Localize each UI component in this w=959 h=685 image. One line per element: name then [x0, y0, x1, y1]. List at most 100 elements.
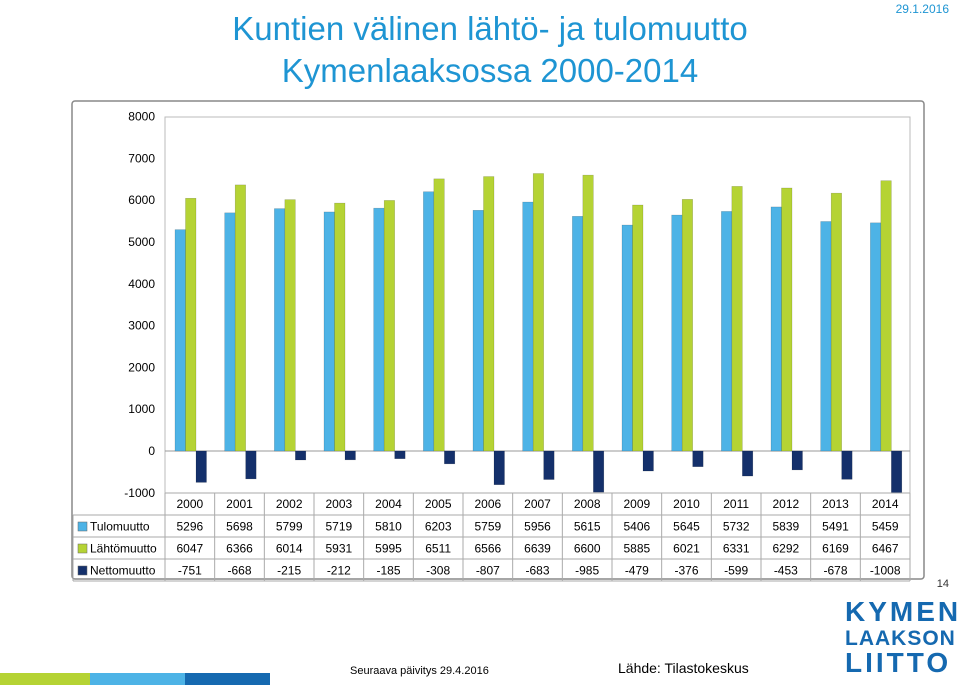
x-tick-label: 2011 [723, 497, 749, 511]
bar-lahtomuutto [334, 202, 346, 452]
data-label: 6331 [723, 542, 750, 556]
legend-swatch [77, 521, 88, 532]
bar-tulomuutto [572, 216, 584, 452]
x-tick-label: 2005 [425, 497, 452, 511]
data-label: 6566 [474, 542, 501, 556]
bar-lahtomuutto [284, 199, 296, 452]
stripe-darkblue [185, 673, 270, 685]
y-tick-label: 2000 [128, 360, 155, 374]
y-tick-label: 6000 [128, 193, 155, 207]
bar-chart: 8000 7000 6000 5000 4000 3000 2000 1000 0 -1000 2… [71, 100, 925, 582]
title-line-1: Kuntien välinen lähtö- ja tulomuutto [232, 10, 748, 47]
bar-nettomuutto [543, 450, 555, 480]
stripe-green [0, 673, 90, 685]
bar-lahtomuutto [830, 192, 842, 452]
bar-tulomuutto [423, 191, 435, 452]
x-tick-label: 2014 [872, 497, 899, 511]
bar-nettomuutto [692, 450, 704, 467]
data-label: 6366 [226, 542, 253, 556]
page-number: 14 [936, 578, 949, 590]
y-tick-label: 7000 [128, 151, 155, 165]
data-label: 5615 [574, 520, 601, 534]
bar-nettomuutto [593, 450, 605, 493]
legend-label: Tulomuutto [90, 520, 150, 534]
data-label: 5698 [226, 520, 253, 534]
x-tick-label: 2001 [226, 497, 253, 511]
x-tick-label: 2009 [623, 497, 650, 511]
logo-line-2: LAAKSON [845, 627, 956, 650]
y-tick-label: 8000 [128, 110, 155, 124]
data-label: -751 [178, 564, 202, 578]
bar-nettomuutto [195, 450, 207, 483]
x-tick-label: 2010 [673, 497, 700, 511]
data-label: 5995 [375, 542, 402, 556]
data-label: -678 [823, 564, 847, 578]
bar-nettomuutto [841, 450, 853, 480]
bar-lahtomuutto [185, 197, 197, 452]
data-label: 5719 [325, 520, 352, 534]
y-tick-label: 4000 [128, 277, 155, 291]
bar-lahtomuutto [433, 178, 445, 452]
y-tick-label: 3000 [128, 319, 155, 333]
data-label: -376 [674, 564, 698, 578]
bar-nettomuutto [642, 450, 654, 472]
next-update-text: Seuraava päivitys 29.4.2016 [350, 665, 489, 677]
bar-tulomuutto [820, 221, 832, 452]
logo-line-3: LIITTO [845, 647, 952, 678]
bar-tulomuutto [472, 210, 484, 452]
bar-lahtomuutto [234, 184, 246, 452]
bar-tulomuutto [323, 211, 335, 452]
bar-lahtomuutto [632, 204, 644, 452]
legend-label: Nettomuutto [90, 564, 156, 578]
bar-nettomuutto [394, 450, 406, 459]
y-tick-label: 0 [148, 444, 155, 458]
x-tick-label: 2000 [176, 497, 203, 511]
data-label: 5732 [723, 520, 750, 534]
x-tick-label: 2004 [375, 497, 402, 511]
footer-stripe [0, 673, 270, 685]
data-label: -807 [476, 564, 500, 578]
data-label: 6511 [425, 542, 451, 556]
bar-tulomuutto [770, 206, 782, 452]
bar-lahtomuutto [532, 173, 544, 452]
bar-tulomuutto [522, 201, 534, 452]
data-label: 6021 [673, 542, 700, 556]
x-tick-label: 2008 [574, 497, 601, 511]
data-label: 5459 [872, 520, 899, 534]
x-tick-label: 2006 [474, 497, 501, 511]
data-label: 6292 [772, 542, 799, 556]
y-tick-label: 5000 [128, 235, 155, 249]
data-label: 6047 [176, 542, 203, 556]
bar-lahtomuutto [383, 200, 395, 452]
bar-lahtomuutto [781, 187, 793, 452]
data-label: 6467 [872, 542, 899, 556]
bar-lahtomuutto [731, 186, 743, 452]
bar-tulomuutto [224, 212, 236, 452]
bar-lahtomuutto [681, 199, 693, 452]
x-tick-label: 2003 [325, 497, 352, 511]
data-label: 5406 [623, 520, 650, 534]
data-label: -683 [525, 564, 549, 578]
bar-lahtomuutto [483, 176, 495, 452]
bar-nettomuutto [444, 450, 456, 465]
bar-tulomuutto [671, 214, 683, 452]
x-tick-label: 2007 [524, 497, 551, 511]
data-label: 6169 [822, 542, 849, 556]
data-label: -215 [277, 564, 301, 578]
x-tick-label: 2012 [772, 497, 799, 511]
logo-line-1: KYMEN [845, 596, 959, 627]
data-label: 5931 [325, 542, 352, 556]
chart-title: Kuntien välinen lähtö- ja tulomuutto Kym… [150, 8, 830, 92]
bar-lahtomuutto [880, 180, 892, 452]
data-label: -1008 [870, 564, 901, 578]
data-label: -212 [327, 564, 351, 578]
data-label: -985 [575, 564, 599, 578]
data-label: -308 [426, 564, 450, 578]
data-label: 6600 [574, 542, 601, 556]
data-label: 5491 [822, 520, 849, 534]
data-label: 5839 [772, 520, 799, 534]
kymenlaakson-liitto-logo: KYMEN LAAKSON LIITTO [845, 596, 959, 678]
bar-nettomuutto [245, 450, 257, 480]
x-tick-label: 2002 [276, 497, 303, 511]
source-text: Lähde: Tilastokeskus [618, 660, 749, 676]
